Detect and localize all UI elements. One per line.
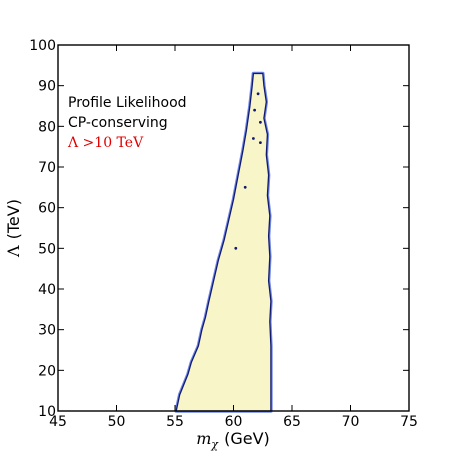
x-tick-label-75: 75 [400, 414, 418, 430]
y-tick-label-70: 70 [38, 160, 56, 176]
y-axis-symbol: Λ [4, 245, 23, 258]
region-point-5 [243, 185, 247, 189]
x-axis-subscript: χ [210, 438, 219, 451]
y-tick-label-50: 50 [38, 241, 56, 257]
x-tick-label-45: 45 [49, 414, 67, 430]
region-point-3 [252, 137, 255, 140]
annotation-lambda-threshold: Λ >10 TeV [67, 135, 144, 151]
y-axis-unit: (TeV) [4, 199, 23, 239]
x-tick-label-70: 70 [342, 414, 360, 430]
x-tick-label-65: 65 [283, 414, 301, 430]
annotation-cp-conserving: CP-conserving [68, 115, 168, 131]
y-tick-label-40: 40 [38, 282, 56, 298]
x-axis-unit: (GeV) [224, 429, 270, 448]
x-axis-label: mχ (GeV) [196, 429, 270, 451]
y-tick-label-100: 100 [29, 38, 56, 54]
y-tick-label-10: 10 [38, 404, 56, 420]
y-tick-label-60: 60 [38, 201, 56, 217]
x-axis-symbol: m [196, 429, 211, 448]
y-tick-label-90: 90 [38, 79, 56, 95]
region-point-4 [259, 141, 262, 145]
y-axis-ticks: 10 20 30 40 50 60 70 80 90 100 [29, 38, 409, 420]
x-tick-label-60: 60 [225, 414, 243, 430]
region-point-1 [253, 108, 256, 112]
x-axis-ticks: 45 50 55 60 65 70 75 [49, 45, 418, 430]
points-layer [234, 92, 262, 250]
x-tick-label-55: 55 [166, 414, 184, 430]
annotation-profile-likelihood: Profile Likelihood [68, 95, 187, 111]
plot-area [57, 44, 410, 413]
y-tick-label-80: 80 [38, 119, 56, 135]
y-tick-label-30: 30 [38, 323, 56, 339]
y-axis-label: Λ (TeV) [4, 199, 23, 258]
region-fill [175, 72, 272, 412]
region-point-2 [259, 120, 262, 124]
y-tick-label-20: 20 [38, 363, 56, 379]
x-tick-label-50: 50 [108, 414, 126, 430]
region-point-0 [256, 92, 260, 96]
region-point-6 [234, 246, 238, 250]
